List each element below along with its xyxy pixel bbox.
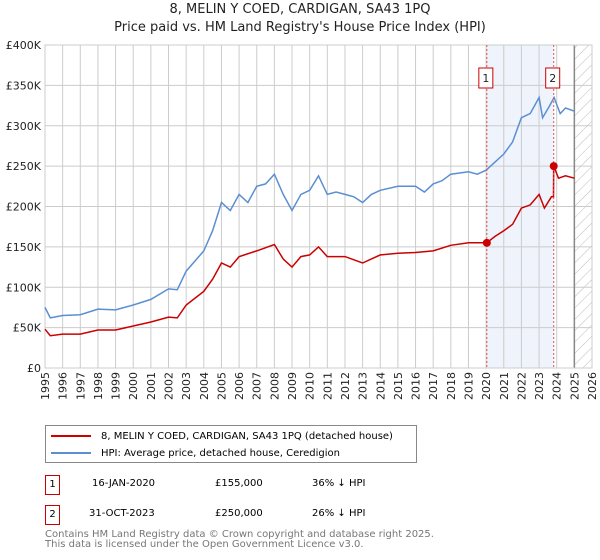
footer: Contains HM Land Registry data © Crown c… [45,530,434,550]
y-tick-label: £200K [6,201,42,214]
plot-border [44,44,593,369]
legend-item-property: 8, MELIN Y COED, CARDIGAN, SA43 1PQ (det… [51,428,393,444]
footer-licence: This data is licensed under the Open Gov… [45,539,364,550]
x-tick-label: 2003 [180,372,193,400]
chart-subtitle: Price paid vs. HM Land Registry's House … [114,20,486,35]
x-tick-label: 2018 [445,372,458,400]
x-tick-label: 1997 [74,372,87,400]
annotation-badge [545,67,561,89]
x-tick-label: 2022 [515,372,528,400]
y-tick-label: £400K [6,39,42,52]
x-tick-label: 2020 [480,372,493,400]
y-tick-label: £50K [13,322,42,335]
x-tick-label: 2004 [198,372,211,400]
x-tick-label: 2013 [357,372,370,400]
x-tick-label: 2016 [410,372,423,400]
x-tick-label: 2019 [462,372,475,400]
y-tick-label: £350K [6,79,42,92]
x-tick-label: 2015 [392,372,405,400]
y-tick-label: £0 [27,362,41,375]
transaction-delta: 36% ↓ HPI [312,478,366,489]
x-tick-label: 2000 [127,372,140,400]
sale-marker [549,162,558,171]
x-tick-label: 2026 [586,372,599,400]
transaction-delta: 26% ↓ HPI [312,508,366,519]
x-tick-label: 2009 [286,372,299,400]
transaction-badge: 1 [45,475,60,495]
x-tick-label: 2007 [251,372,264,400]
y-tick-label: £100K [6,281,42,294]
x-tick-label: 2024 [551,372,564,400]
x-tick-label: 2002 [163,372,176,400]
x-tick-label: 2023 [533,372,546,400]
series-line-property [44,165,575,337]
annotation-badge [478,67,494,89]
x-tick-label: 2011 [321,372,334,400]
legend-swatch-blue [51,452,91,454]
x-tick-label: 2010 [304,372,317,400]
x-tick-label: 1999 [110,372,123,400]
series-line-hpi [44,95,575,319]
legend: 8, MELIN Y COED, CARDIGAN, SA43 1PQ (det… [45,425,417,463]
legend-item-hpi: HPI: Average price, detached house, Cere… [51,445,340,461]
x-tick-label: 2012 [339,372,352,400]
annotation-label: 1 [482,72,489,85]
x-tick-label: 2021 [498,372,511,400]
x-tick-label: 2008 [268,372,281,400]
x-tick-label: 2005 [215,372,228,400]
x-tick-label: 1998 [92,372,105,400]
x-tick-label: 2014 [374,372,387,400]
x-tick-label: 2017 [427,372,440,400]
chart-title: 8, MELIN Y COED, CARDIGAN, SA43 1PQ [169,2,431,17]
plot-area: 1995 1996 1997 1998 1999 2000 2001 2002 2003 2004… [6,39,599,400]
transaction-badge: 2 [45,505,60,525]
legend-label: 8, MELIN Y COED, CARDIGAN, SA43 1PQ (det… [101,430,393,442]
transaction-date: 31-OCT-2023 [89,508,155,519]
transaction-price: £155,000 [215,478,263,489]
legend-label: HPI: Average price, detached house, Cere… [101,447,340,459]
legend-swatch-red [51,435,91,437]
annotation-label: 2 [549,72,556,85]
y-tick-label: £300K [6,120,42,133]
x-tick-label: 1996 [57,372,70,400]
transaction-date: 16-JAN-2020 [92,478,156,489]
sale-marker [482,238,491,247]
y-tick-label: £150K [6,241,42,254]
transaction-price: £250,000 [215,508,263,519]
x-tick-label: 2006 [233,372,246,400]
x-tick-label: 2025 [568,372,581,400]
transaction-row: 1 16-JAN-2020 £155,000 36% ↓ HPI [45,475,445,495]
footer-copyright: Contains HM Land Registry data © Crown c… [45,529,434,540]
transaction-row: 2 31-OCT-2023 £250,000 26% ↓ HPI [45,505,445,525]
x-tick-label: 2001 [145,372,158,400]
y-tick-label: £250K [6,160,42,173]
x-tick-label: 1995 [39,372,52,400]
